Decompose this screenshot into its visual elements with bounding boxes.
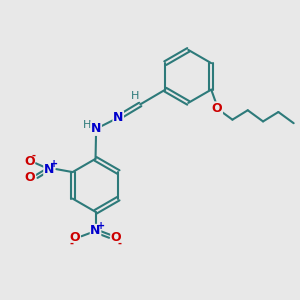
Text: H: H: [83, 120, 92, 130]
Text: N: N: [44, 163, 54, 176]
Text: O: O: [24, 155, 34, 168]
Text: -: -: [32, 150, 36, 160]
Text: +: +: [50, 159, 59, 169]
Text: O: O: [70, 231, 80, 244]
Text: -: -: [117, 239, 121, 249]
Text: N: N: [113, 111, 123, 124]
Text: O: O: [212, 102, 222, 115]
Text: N: N: [91, 122, 101, 135]
Text: O: O: [25, 172, 35, 184]
Text: O: O: [111, 231, 122, 244]
Text: +: +: [97, 221, 105, 231]
Text: N: N: [90, 224, 101, 238]
Text: -: -: [70, 239, 74, 249]
Text: H: H: [131, 91, 139, 101]
